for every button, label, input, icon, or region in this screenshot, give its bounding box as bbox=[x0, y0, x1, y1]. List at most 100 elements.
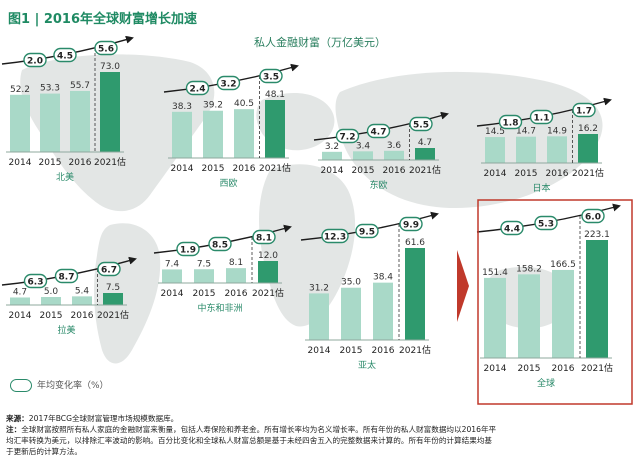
figure-title: 图1 | 2016年全球财富增长加速 bbox=[8, 12, 198, 27]
growth-rate-oval-icon bbox=[355, 223, 379, 239]
region-chart: 52.2 2014 53.3 2015 55.7 2016 73.0 2021估 2.0 4.5 5… bbox=[1, 35, 134, 183]
tick-label: 2015 bbox=[40, 311, 63, 321]
growth-rate-label: 1.9 bbox=[180, 246, 196, 256]
tick-label: 2014 bbox=[9, 311, 32, 321]
data-label: 61.6 bbox=[405, 238, 425, 248]
growth-rate-label: 9.9 bbox=[403, 221, 419, 231]
growth-rate-oval-icon bbox=[252, 229, 276, 245]
note-line-1: 注：全球财富按照所有私人家庭的金融财富来衡量，包括人寿保险和养老金。所有增长率均… bbox=[6, 424, 634, 435]
map-south-america bbox=[94, 223, 161, 364]
growth-rate-label: 1.7 bbox=[576, 107, 592, 117]
data-label: 38.3 bbox=[172, 102, 192, 112]
bar bbox=[485, 137, 505, 163]
growth-rate-oval-icon bbox=[572, 102, 596, 118]
growth-rate-label: 1.8 bbox=[503, 119, 519, 129]
data-label: 166.5 bbox=[550, 260, 576, 270]
bar bbox=[322, 151, 342, 160]
growth-rate-oval-icon bbox=[500, 220, 524, 236]
tick-label: 2021估 bbox=[97, 309, 129, 321]
growth-rate-label: 3.2 bbox=[221, 80, 237, 90]
figure-subtitle: 私人金融财富（万亿美元） bbox=[254, 36, 386, 49]
data-label: 40.5 bbox=[234, 99, 254, 109]
data-label: 31.2 bbox=[309, 283, 329, 293]
footnotes: 来源：2017年BCG全球财富管理市场规模数据库。 注：全球财富按照所有私人家庭… bbox=[6, 413, 634, 457]
growth-rate-oval-icon bbox=[208, 236, 232, 252]
bar bbox=[40, 93, 60, 152]
tick-label: 2021估 bbox=[252, 287, 284, 299]
growth-rate-label: 6.7 bbox=[101, 266, 117, 276]
bar bbox=[353, 151, 373, 160]
bar bbox=[103, 293, 123, 305]
red-triangle-pointer-icon bbox=[457, 250, 469, 322]
bar bbox=[100, 72, 120, 152]
map-asia bbox=[335, 71, 603, 209]
growth-rate-oval-icon bbox=[399, 216, 423, 232]
growth-rate-label: 5.6 bbox=[98, 45, 114, 55]
tick-label: 2014 bbox=[484, 364, 507, 374]
bar bbox=[41, 297, 61, 305]
tick-label: 2021估 bbox=[409, 164, 441, 176]
region-label: 拉美 bbox=[57, 324, 75, 336]
tick-label: 2016 bbox=[383, 166, 406, 176]
growth-rate-oval-icon bbox=[10, 379, 32, 392]
legend-label: 年均变化率（%） bbox=[37, 381, 109, 391]
data-label: 39.2 bbox=[203, 101, 223, 111]
growth-rate-oval-icon bbox=[176, 241, 200, 257]
growth-rate-label: 9.5 bbox=[359, 228, 375, 238]
tick-label: 2015 bbox=[193, 289, 216, 299]
growth-rate-label: 1.1 bbox=[534, 114, 550, 124]
source-text: 2017年BCG全球财富管理市场规模数据库。 bbox=[28, 414, 179, 423]
growth-rate-oval-icon bbox=[94, 40, 118, 56]
data-label: 8.1 bbox=[229, 258, 243, 268]
bar bbox=[373, 282, 393, 340]
data-label: 5.4 bbox=[75, 286, 90, 296]
growth-rate-oval-icon bbox=[366, 123, 391, 139]
data-label: 14.5 bbox=[485, 127, 505, 137]
data-label: 73.0 bbox=[100, 62, 120, 72]
bar bbox=[552, 269, 574, 358]
data-label: 16.2 bbox=[578, 124, 598, 134]
tick-label: 2015 bbox=[202, 164, 225, 174]
world-map-background bbox=[20, 54, 603, 364]
note-line-3: 于更新后的计算方法。 bbox=[6, 447, 82, 456]
growth-rate-oval-icon bbox=[259, 68, 283, 84]
bar bbox=[226, 268, 246, 283]
tick-label: 2016 bbox=[69, 158, 92, 168]
bar bbox=[162, 269, 182, 283]
tick-label: 2014 bbox=[171, 164, 194, 174]
tick-label: 2014 bbox=[484, 169, 507, 179]
data-label: 7.5 bbox=[197, 259, 211, 269]
data-label: 158.2 bbox=[516, 264, 542, 274]
growth-rate-label: 4.7 bbox=[371, 128, 387, 138]
bar bbox=[547, 136, 567, 163]
growth-rate-label: 8.1 bbox=[256, 234, 272, 244]
bar bbox=[194, 269, 214, 283]
note-line-2: 均汇率转换为美元，以排除汇率波动的影响。百分比变化和全球私人财富总额是基于未经四… bbox=[6, 436, 492, 445]
tick-label: 2016 bbox=[71, 311, 94, 321]
data-label: 7.4 bbox=[165, 259, 180, 269]
tick-label: 2016 bbox=[233, 164, 256, 174]
growth-rate-label: 4.4 bbox=[504, 225, 520, 235]
growth-rate-oval-icon bbox=[23, 273, 48, 289]
tick-label: 2015 bbox=[39, 158, 62, 168]
data-label: 48.1 bbox=[265, 90, 285, 100]
bar bbox=[234, 109, 254, 158]
growth-rate-oval-icon bbox=[23, 52, 47, 68]
growth-rate-oval-icon bbox=[409, 116, 433, 132]
growth-rate-oval-icon bbox=[335, 128, 360, 144]
growth-rate-oval-icon bbox=[581, 208, 605, 224]
region-label: 东欧 bbox=[369, 179, 387, 191]
tick-label: 2014 bbox=[161, 289, 184, 299]
bar bbox=[586, 240, 608, 358]
data-label: 4.7 bbox=[13, 287, 27, 297]
note-label: 注： bbox=[6, 425, 22, 434]
growth-rate-label: 3.5 bbox=[263, 73, 279, 83]
source-line: 来源：2017年BCG全球财富管理市场规模数据库。 bbox=[6, 413, 634, 424]
bar bbox=[10, 297, 30, 305]
bar bbox=[172, 111, 192, 158]
data-label: 223.1 bbox=[584, 230, 610, 240]
tick-label: 2014 bbox=[321, 166, 344, 176]
